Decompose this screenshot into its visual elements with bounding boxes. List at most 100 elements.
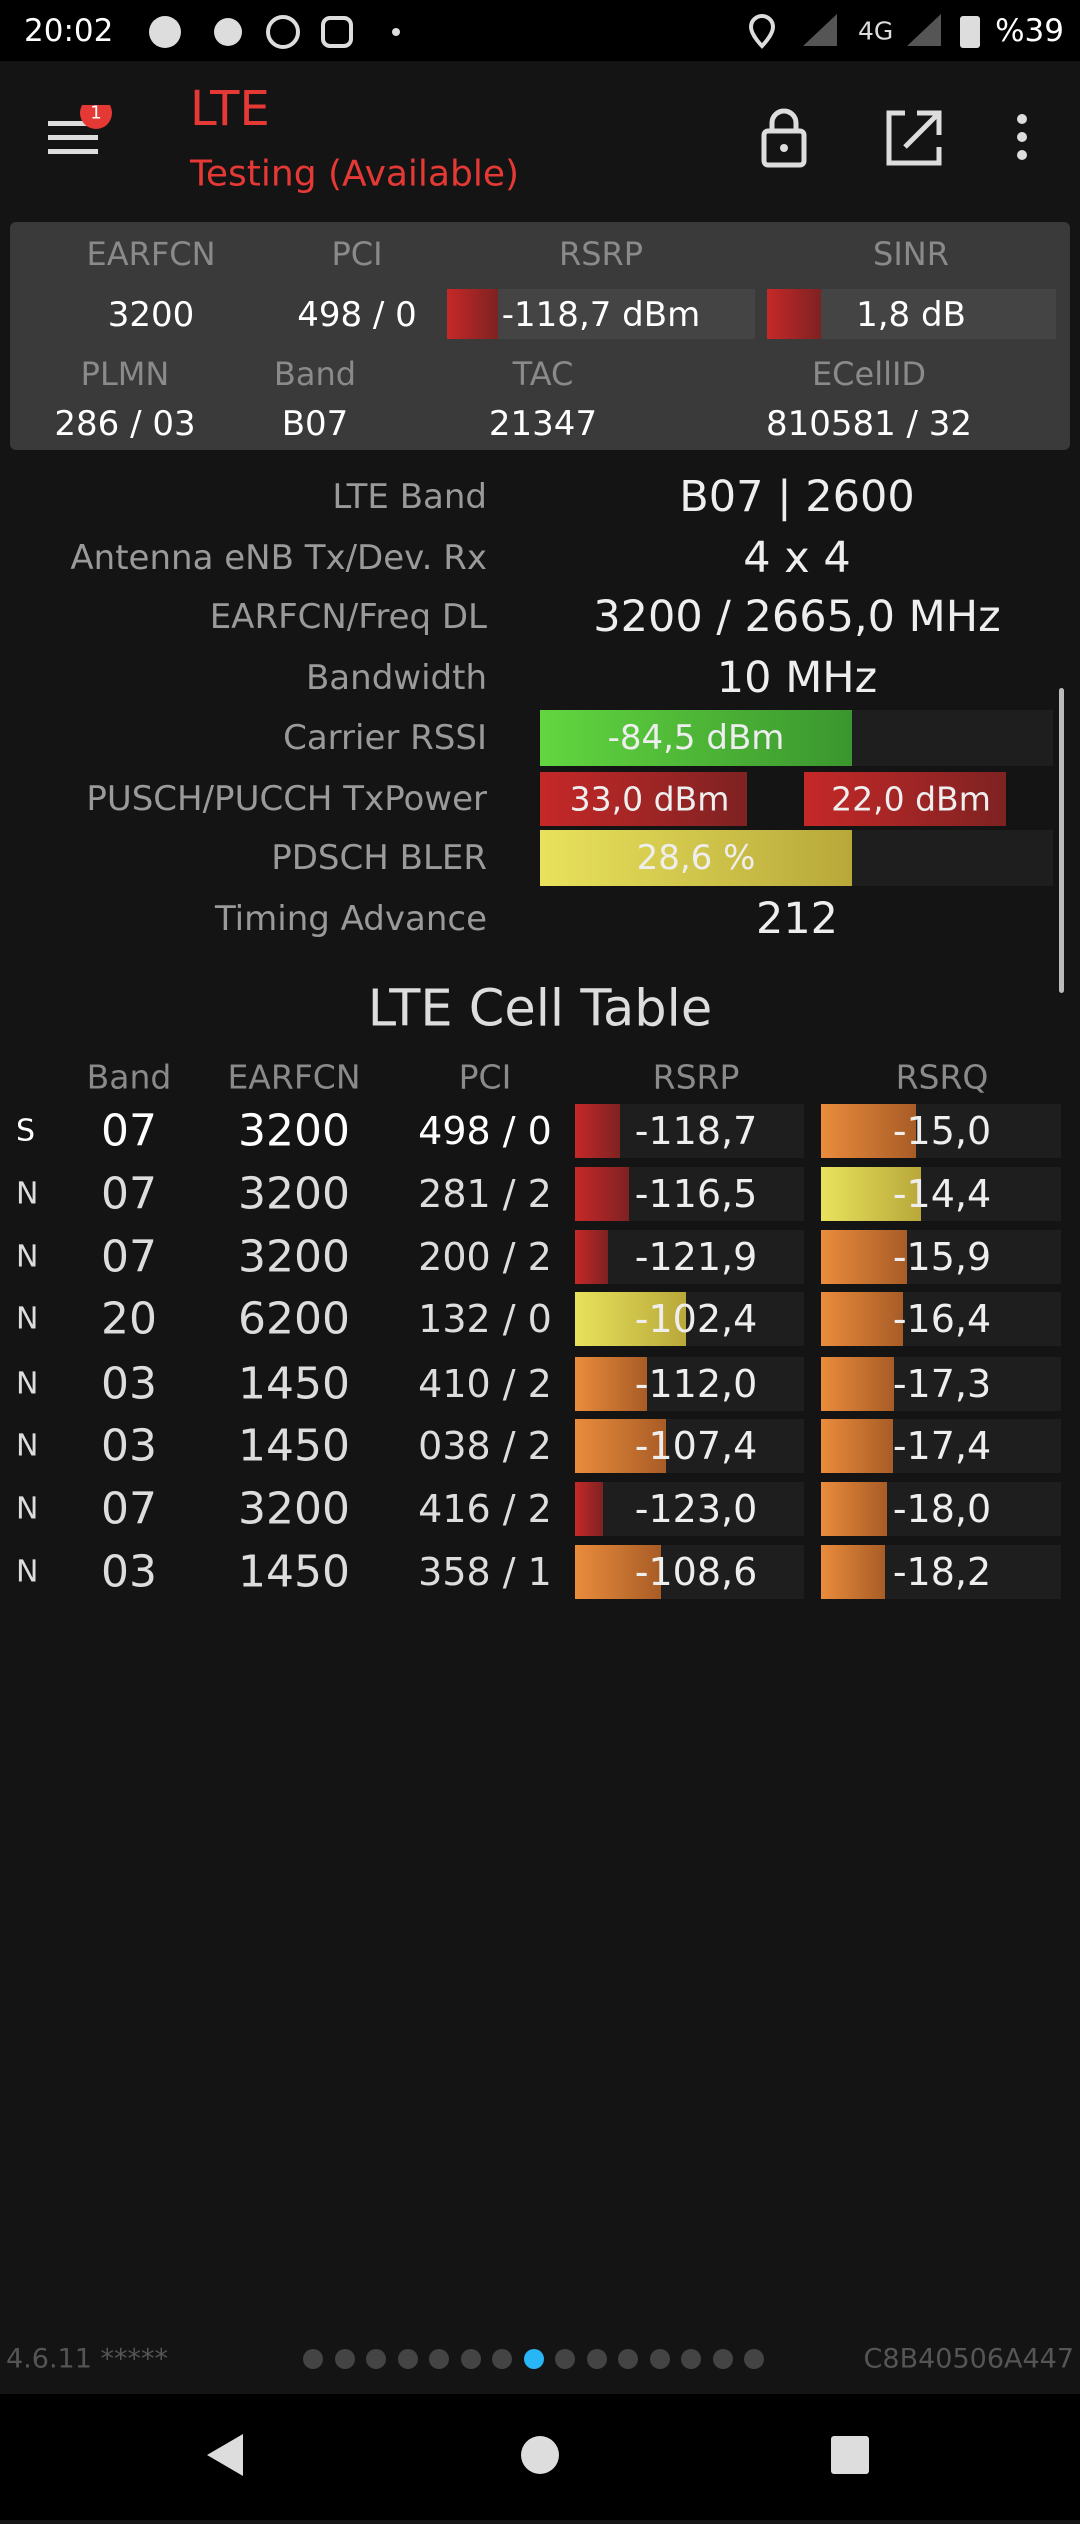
detail-value: 3200 / 2665,0 MHz (593, 592, 1001, 642)
device-id: C8B40506A447 (863, 2343, 1074, 2375)
detail-value: 33,0 dBm (569, 779, 730, 819)
cell-earfcn: 3200 (238, 1105, 350, 1157)
rsrp-track (447, 289, 755, 339)
page-dot[interactable] (460, 2349, 481, 2369)
column-header: EARFCN (227, 1057, 361, 1097)
page-dot[interactable] (334, 2349, 355, 2369)
cell-band: 03 (101, 1546, 157, 1598)
status-bar: 20:02 4G %39 (0, 0, 1080, 61)
menu-button[interactable] (40, 105, 170, 175)
cell-type: N (16, 1239, 39, 1275)
detail-value: 10 MHz (716, 653, 878, 703)
rsrp-bar (575, 1482, 604, 1536)
title: LTE (190, 81, 270, 137)
rsrq-bar (821, 1545, 886, 1599)
summary-label: SINR (873, 235, 949, 273)
rsrp-bar (575, 1167, 630, 1221)
cell-pci: 498 / 0 (418, 1109, 552, 1153)
page-dot[interactable] (429, 2349, 449, 2369)
cell-earfcn: 1450 (238, 1420, 350, 1472)
cell-band: 07 (101, 1168, 157, 1220)
page-dot[interactable] (586, 2349, 607, 2369)
badge: 1 (90, 102, 102, 124)
rsrq-bar (821, 1292, 903, 1346)
page-dot[interactable] (555, 2349, 575, 2369)
nav-buttons[interactable] (0, 2394, 1080, 2520)
cell-rsrq: -17,4 (892, 1424, 992, 1468)
page-dot[interactable] (681, 2349, 701, 2369)
page-dot[interactable] (492, 2349, 512, 2369)
rsrp-bar (575, 1292, 686, 1346)
column-header: PCI (458, 1057, 512, 1097)
table-title: LTE Cell Table (367, 979, 713, 1039)
scrollbar (1059, 688, 1064, 993)
detail-bar (540, 830, 852, 886)
cell-rsrq: -14,4 (892, 1172, 992, 1216)
cell-pci: 132 / 0 (418, 1297, 552, 1341)
detail-label: Carrier RSSI (283, 718, 487, 758)
rsrp-bar (575, 1230, 608, 1284)
cell-band: 07 (101, 1105, 157, 1157)
detail-label: PUSCH/PUCCH TxPower (86, 779, 487, 819)
cell-rsrq: -16,4 (892, 1297, 992, 1341)
cell-earfcn: 3200 (238, 1483, 350, 1535)
detail-label: LTE Band (332, 477, 487, 517)
navigation-bar (0, 2394, 1080, 2520)
detail-label: Antenna eNB Tx/Dev. Rx (70, 538, 487, 578)
cell-earfcn: 1450 (238, 1546, 350, 1598)
page-dot[interactable] (649, 2349, 670, 2369)
rsrp-track (575, 1482, 804, 1536)
subtitle: Testing (Available) (190, 153, 520, 195)
toolbar-icons[interactable] (755, 105, 1055, 169)
page-dot[interactable] (366, 2349, 386, 2369)
summary-panel: EARFCN PCI RSRP SINR PLMN Band TAC ECellID 3200 4… (10, 222, 1070, 450)
cell-type: S (16, 1113, 36, 1149)
rsrp-bar (447, 289, 498, 339)
battery-level: %39 (995, 13, 1064, 49)
cell-type: N (16, 1301, 39, 1337)
cell-pci: 038 / 2 (418, 1424, 552, 1468)
summary-label: TAC (512, 355, 574, 393)
cell-rsrq: -17,3 (892, 1362, 992, 1406)
column-header: RSRQ (895, 1057, 989, 1097)
cell-rsrq: -15,9 (892, 1235, 992, 1279)
rsrq-bar (821, 1230, 908, 1284)
summary-label: PLMN (80, 355, 170, 393)
page-dot[interactable] (397, 2349, 418, 2369)
detail-bar (540, 772, 747, 826)
cell-pci: 410 / 2 (418, 1362, 552, 1406)
summary-value: 3200 (107, 295, 195, 335)
rsrp-bar (575, 1104, 621, 1158)
rsrq-bar (821, 1167, 922, 1221)
page-dot[interactable] (618, 2349, 638, 2369)
cell-rsrp: -112,0 (634, 1362, 758, 1406)
cell-pci: 358 / 1 (418, 1550, 552, 1594)
cell-type: N (16, 1491, 39, 1527)
detail-value: B07 | 2600 (679, 472, 915, 522)
cell-band: 03 (101, 1358, 157, 1410)
cell-earfcn: 6200 (238, 1293, 350, 1345)
signal-icons (748, 13, 837, 49)
rsrq-bar (821, 1104, 916, 1158)
page-dot[interactable] (744, 2349, 764, 2369)
cell-band: 07 (101, 1231, 157, 1283)
summary-label: RSRP (558, 235, 644, 273)
rsrp-bar (575, 1419, 666, 1473)
page-dot[interactable] (712, 2349, 733, 2369)
cell-pci: 281 / 2 (418, 1172, 552, 1216)
summary-label: ECellID (811, 355, 927, 393)
network-type: 4G (858, 16, 894, 46)
detail-label: PDSCH BLER (271, 838, 487, 878)
cell-type: N (16, 1428, 39, 1464)
rsrq-bar (821, 1357, 894, 1411)
summary-value: 498 / 0 (297, 295, 417, 335)
summary-label: PCI (331, 235, 383, 273)
cell-pci: 416 / 2 (418, 1487, 552, 1531)
cell-earfcn: 3200 (238, 1231, 350, 1283)
page-dot[interactable] (523, 2349, 544, 2369)
page-dot[interactable] (303, 2349, 323, 2369)
rsrp-bar (575, 1357, 648, 1411)
notification-icons (149, 15, 400, 49)
detail-value: 212 (755, 894, 839, 944)
